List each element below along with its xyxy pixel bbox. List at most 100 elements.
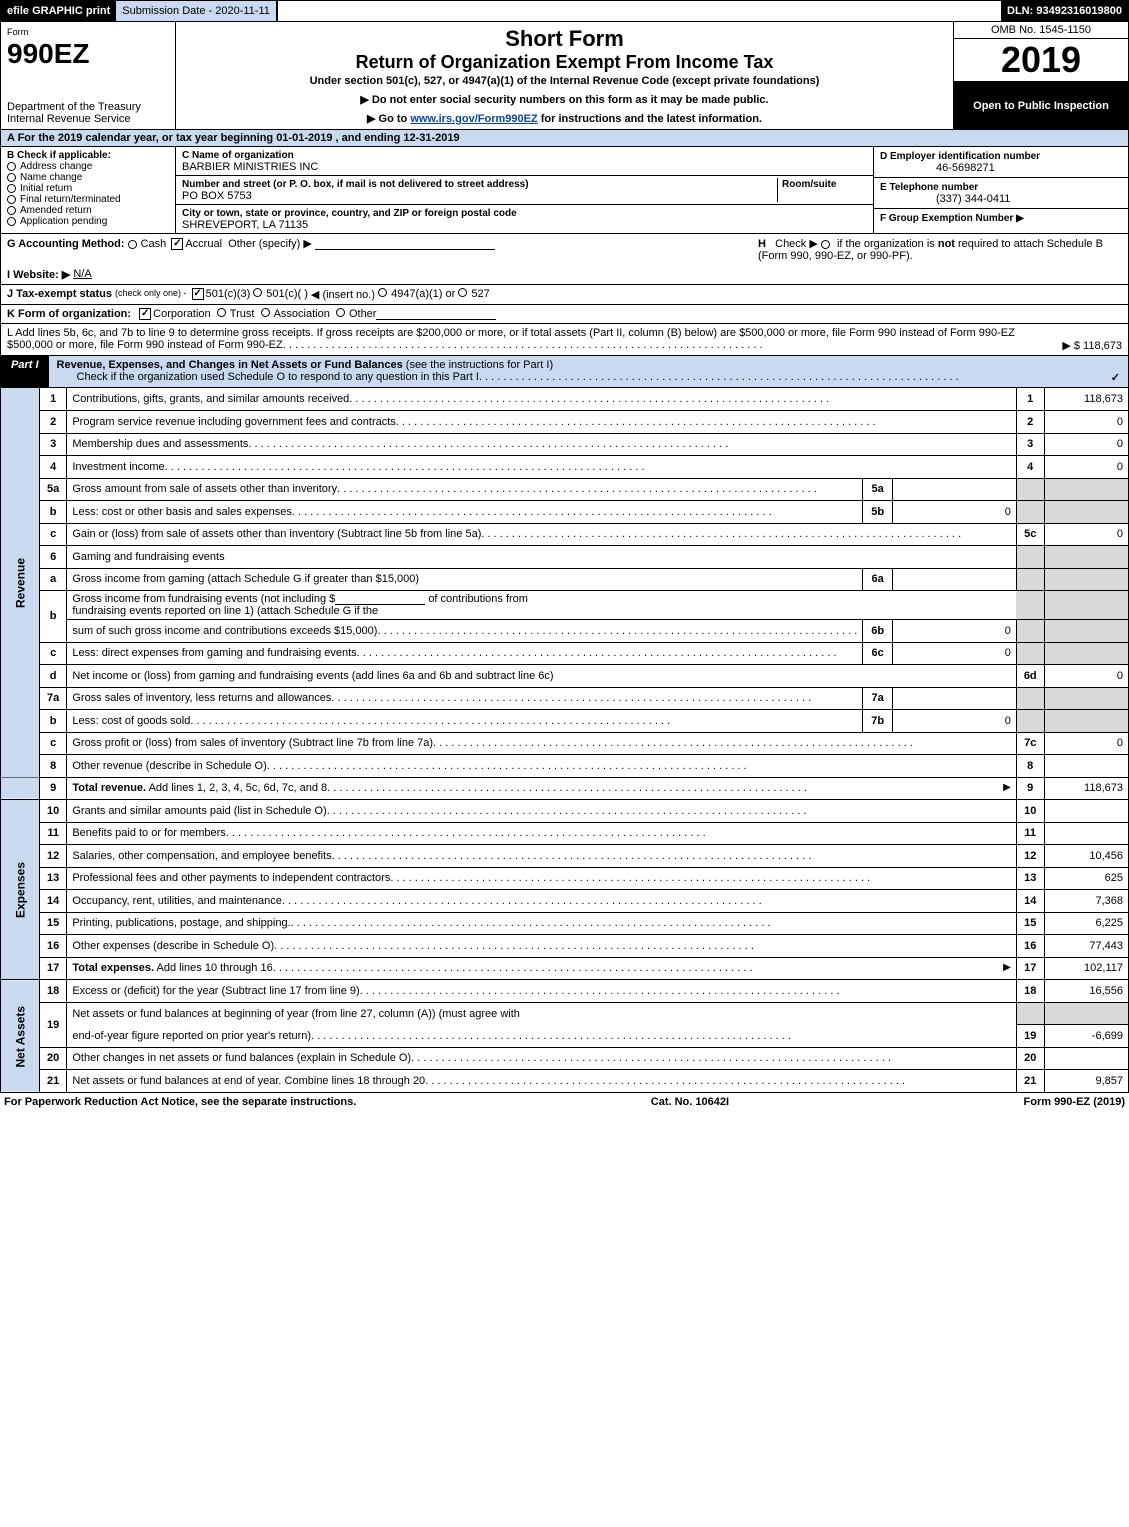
val <box>1044 800 1128 823</box>
checkbox-schedule-o[interactable] <box>1111 371 1120 384</box>
ln: 2 <box>40 411 67 434</box>
k-assoc: Association <box>274 308 330 320</box>
val-grey <box>1044 546 1128 569</box>
group-exemption-label: F Group Exemption Number ▶ <box>880 213 1024 224</box>
val-grey <box>1044 620 1128 643</box>
row-k: K Form of organization: Corporation Trus… <box>0 305 1129 324</box>
opt-amended: Amended return <box>20 205 92 216</box>
num: 14 <box>1016 890 1044 913</box>
k-other: Other <box>349 308 377 320</box>
checkbox-accrual[interactable] <box>171 238 183 250</box>
checkbox-name-change[interactable] <box>7 173 16 182</box>
num: 17 <box>1016 957 1044 980</box>
checkbox-527[interactable] <box>458 288 467 297</box>
ln: c <box>40 732 67 755</box>
dots <box>433 737 1011 749</box>
checkbox-initial-return[interactable] <box>7 184 16 193</box>
desc-bold: Total revenue. <box>72 782 146 794</box>
dots <box>248 438 1010 450</box>
fundraising-amount-input[interactable] <box>335 593 425 605</box>
desc: end-of-year figure reported on prior yea… <box>72 1030 311 1042</box>
irs-label: Internal Revenue Service <box>7 113 169 125</box>
section-c: C Name of organization BARBIER MINISTRIE… <box>176 147 873 233</box>
irs-link[interactable]: www.irs.gov/Form990EZ <box>410 113 537 125</box>
ln: 3 <box>40 433 67 456</box>
topbar-spacer <box>277 1 1001 21</box>
ln: 13 <box>40 867 67 890</box>
num: 12 <box>1016 845 1044 868</box>
num-grey <box>1016 1002 1044 1025</box>
checkbox-501c[interactable] <box>253 288 262 297</box>
desc: Less: cost of goods sold <box>72 715 190 727</box>
desc: Add lines 10 through 16 <box>157 962 273 974</box>
desc: Investment income <box>72 461 164 473</box>
num-grey <box>1016 642 1044 665</box>
num: 6d <box>1016 665 1044 688</box>
desc: Gross profit or (loss) from sales of inv… <box>72 737 433 749</box>
part-i-title-text: Revenue, Expenses, and Changes in Net As… <box>57 359 403 371</box>
checkbox-501c3[interactable] <box>192 288 204 300</box>
desc: Other expenses (describe in Schedule O) <box>72 940 274 952</box>
ln: 9 <box>40 777 67 800</box>
dots <box>481 528 1011 540</box>
g-other: Other (specify) ▶ <box>228 238 312 250</box>
checkbox-amended[interactable] <box>7 206 16 215</box>
tel-label: E Telephone number <box>880 182 978 193</box>
checkbox-address-change[interactable] <box>7 162 16 171</box>
l-amount: 118,673 <box>1083 340 1122 352</box>
checkbox-trust[interactable] <box>217 308 226 317</box>
dots <box>291 917 1011 929</box>
checkbox-application-pending[interactable] <box>7 217 16 226</box>
section-b: B Check if applicable: Address change Na… <box>1 147 176 233</box>
ln: b <box>40 501 67 524</box>
h-text4: (Form 990, 990-EZ, or 990-PF). <box>758 250 913 262</box>
ln: 4 <box>40 456 67 479</box>
street-value: PO BOX 5753 <box>182 190 252 202</box>
num: 3 <box>1016 433 1044 456</box>
efile-label[interactable]: efile GRAPHIC print <box>1 1 116 21</box>
g-other-input[interactable] <box>315 238 495 250</box>
checkbox-cash[interactable] <box>128 240 137 249</box>
page-footer: For Paperwork Reduction Act Notice, see … <box>0 1093 1129 1111</box>
ln: 21 <box>40 1070 67 1093</box>
k-other-input[interactable] <box>376 308 496 320</box>
footer-right: Form 990-EZ (2019) <box>1024 1096 1126 1108</box>
checkbox-4947[interactable] <box>378 288 387 297</box>
val: 625 <box>1044 867 1128 890</box>
checkbox-final-return[interactable] <box>7 195 16 204</box>
j-small: (check only one) - <box>115 288 187 298</box>
dots <box>479 371 1105 384</box>
desc: sum of such gross income and contributio… <box>72 625 377 637</box>
val-grey <box>1044 568 1128 591</box>
val <box>1044 1047 1128 1070</box>
num: 18 <box>1016 980 1044 1003</box>
g-cash: Cash <box>141 238 167 250</box>
val: 0 <box>1044 433 1128 456</box>
num-grey <box>1016 501 1044 524</box>
desc: Gross income from fundraising events (no… <box>72 593 335 605</box>
num: 21 <box>1016 1070 1044 1093</box>
desc: Occupancy, rent, utilities, and maintena… <box>72 895 282 907</box>
num-grey <box>1016 620 1044 643</box>
row-l: L Add lines 5b, 6c, and 7b to line 9 to … <box>0 324 1129 356</box>
val: 0 <box>1044 523 1128 546</box>
subval: 0 <box>893 642 1017 665</box>
checkbox-h[interactable] <box>821 240 830 249</box>
val: 16,556 <box>1044 980 1128 1003</box>
ln: 6 <box>40 546 67 569</box>
section-b-header: B Check if applicable: <box>7 150 169 161</box>
subnum: 6b <box>863 620 893 643</box>
checkbox-other[interactable] <box>336 308 345 317</box>
l-amount-label: ▶ $ <box>1062 340 1080 352</box>
org-info-row: B Check if applicable: Address change Na… <box>0 147 1129 234</box>
dept-treasury: Department of the Treasury <box>7 101 169 113</box>
checkbox-corp[interactable] <box>139 308 151 320</box>
i-website: N/A <box>73 268 91 280</box>
row-j: J Tax-exempt status (check only one) - 5… <box>0 285 1129 305</box>
h-label: H <box>758 238 766 250</box>
part-i-table: Revenue 1 Contributions, gifts, grants, … <box>0 388 1129 1093</box>
l-text: L Add lines 5b, 6c, and 7b to line 9 to … <box>7 327 1015 339</box>
desc: Program service revenue including govern… <box>72 416 395 428</box>
checkbox-assoc[interactable] <box>261 308 270 317</box>
calendar-year-row: A For the 2019 calendar year, or tax yea… <box>0 130 1129 147</box>
